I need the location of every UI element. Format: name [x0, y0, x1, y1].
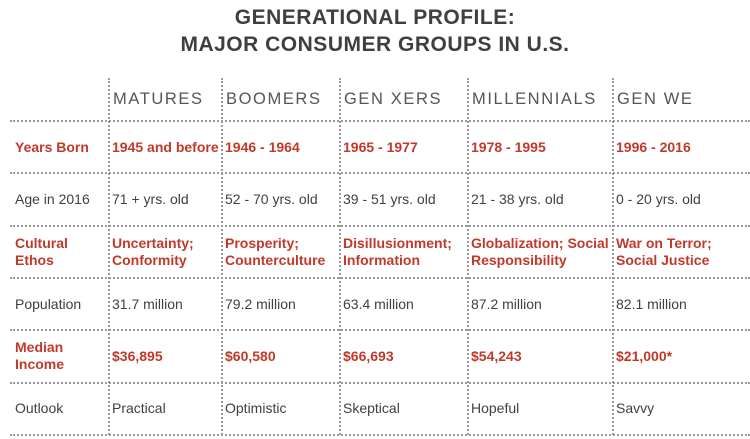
table-cell: War on Terror; Social Justice: [616, 234, 712, 268]
row-label: Age in 2016: [15, 190, 90, 207]
table-cell: Savvy: [616, 400, 655, 417]
table-cell: Optimistic: [225, 400, 287, 417]
column-header: GEN XERS: [344, 89, 443, 108]
table-cell: 0 - 20 yrs. old: [616, 190, 701, 207]
table-cell: 1996 - 2016: [616, 138, 691, 155]
row-divider: [10, 120, 750, 122]
table-cell: 52 - 70 yrs. old: [225, 190, 318, 207]
row-divider: [10, 276, 750, 279]
column-header: MATURES: [113, 89, 204, 108]
column-divider: [339, 78, 341, 435]
table-cell: 63.4 million: [343, 295, 414, 312]
table-cell: $21,000*: [616, 347, 673, 364]
generations-table: MATURES BOOMERS GEN XERS MILLENNIALS GEN WE Y…: [0, 78, 750, 439]
table-cell: Uncertainty; Conformity: [112, 234, 194, 268]
column-header: BOOMERS: [226, 89, 322, 108]
table-cell: $66,693: [343, 347, 394, 364]
table-cell: $36,895: [112, 347, 163, 364]
row-divider: [10, 224, 750, 227]
table-cell: Hopeful: [471, 400, 520, 417]
row-divider: [10, 172, 750, 175]
table-cell: Prosperity; Counterculture: [225, 234, 326, 268]
table-cell: Practical: [112, 400, 166, 417]
title-line-2: MAJOR CONSUMER GROUPS IN U.S.: [180, 33, 570, 56]
row-label: Cultural Ethos: [15, 234, 68, 268]
row-divider: [10, 381, 750, 384]
column-divider: [612, 78, 614, 435]
column-divider: [467, 78, 469, 435]
table-cell: 82.1 million: [616, 295, 687, 312]
column-divider: [108, 78, 110, 435]
row-label: Population: [15, 295, 82, 312]
row-label: Outlook: [15, 400, 64, 417]
table-cell: $60,580: [225, 347, 276, 364]
column-header: GEN WE: [617, 89, 694, 108]
table-cell: 1978 - 1995: [471, 138, 546, 155]
table-cell: Skeptical: [343, 400, 400, 417]
table-cell: 71 + yrs. old: [112, 190, 189, 207]
title-line-1: GENERATIONAL PROFILE:: [234, 6, 516, 29]
table-cell: Globalization; Social Responsibility: [471, 234, 609, 268]
table-cell: Disillusionment; Information: [343, 234, 452, 268]
column-divider: [221, 78, 223, 435]
table-cell: 1945 and before: [112, 138, 219, 155]
table-cell: 87.2 million: [471, 295, 542, 312]
table-cell: 79.2 million: [225, 295, 296, 312]
table-cell: 1946 - 1964: [225, 138, 300, 155]
column-header: MILLENNIALS: [472, 89, 597, 108]
row-divider: [10, 433, 750, 436]
table-cell: 1965 - 1977: [343, 138, 418, 155]
table-cell: $54,243: [471, 347, 522, 364]
table-cell: 21 - 38 yrs. old: [471, 190, 564, 207]
row-divider: [10, 329, 750, 332]
row-label: Median Income: [15, 339, 65, 373]
page-title: GENERATIONAL PROFILE: MAJOR CONSUMER GRO…: [0, 4, 750, 58]
table-cell: 31.7 million: [112, 295, 183, 312]
row-label: Years Born: [15, 138, 89, 155]
table-cell: 39 - 51 yrs. old: [343, 190, 436, 207]
